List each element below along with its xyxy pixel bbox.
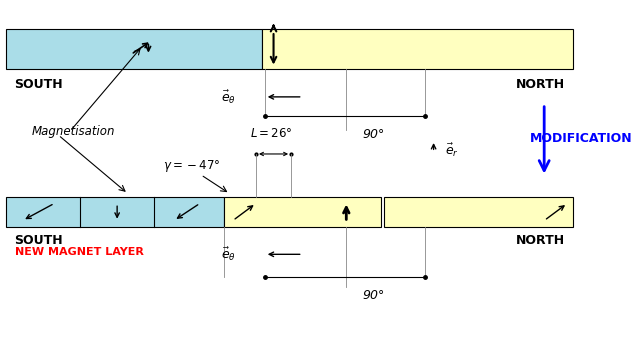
Text: SOUTH: SOUTH [15,234,63,247]
Text: 90°: 90° [363,289,385,302]
Bar [384,197,573,227]
Text: $\vec{e}_{\theta}$: $\vec{e}_{\theta}$ [221,246,236,263]
Text: NORTH: NORTH [515,234,564,247]
Text: $\gamma = -47°$: $\gamma = -47°$ [163,158,220,174]
Bar [6,29,262,69]
Text: NEW MAGNET LAYER: NEW MAGNET LAYER [15,247,143,257]
Text: 90°: 90° [363,128,385,141]
Bar [262,29,573,69]
Bar [6,197,224,227]
Text: $\vec{e}_{r}$: $\vec{e}_{r}$ [445,142,459,159]
Text: MODIFICATION: MODIFICATION [530,132,632,145]
Text: Magnetisation: Magnetisation [32,125,115,138]
Bar [224,197,381,227]
Text: $L = 26°$: $L = 26°$ [250,127,293,140]
Text: $\vec{e}_{\theta}$: $\vec{e}_{\theta}$ [221,88,236,106]
Text: SOUTH: SOUTH [15,78,63,91]
Text: NORTH: NORTH [515,78,564,91]
